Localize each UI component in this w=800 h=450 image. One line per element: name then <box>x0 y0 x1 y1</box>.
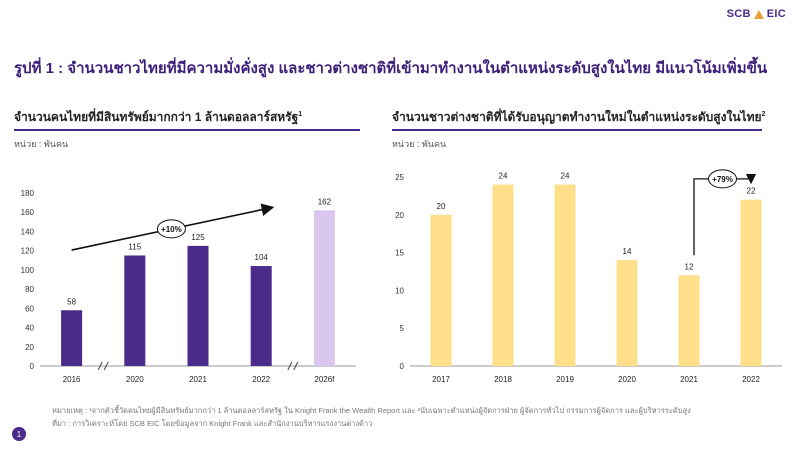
chart2-category-label: 2018 <box>494 375 512 384</box>
chart2-bar <box>430 214 452 366</box>
chart1-bar <box>187 245 209 366</box>
chart2-bar <box>554 184 576 366</box>
chart2-data-label: 24 <box>499 172 508 181</box>
chart2-category-label: 2021 <box>680 375 698 384</box>
chart1-category-label: 2021 <box>189 375 207 384</box>
chart2-ytick-label: 10 <box>395 286 404 295</box>
chart1-bar <box>124 255 146 366</box>
chart1-axis-break <box>287 361 293 371</box>
chart1-ytick-label: 100 <box>21 266 35 275</box>
chart2-annotation-badge <box>708 169 737 189</box>
chart1-axis-break <box>103 361 109 371</box>
chart1-data-label: 125 <box>191 233 205 242</box>
chart1-category-label: 2016 <box>63 375 81 384</box>
source-line: ที่มา : การวิเคราะห์โดย SCB EIC โดยข้อมู… <box>52 419 373 428</box>
chart1-category-label: 2020 <box>126 375 144 384</box>
brand-suffix: EIC <box>766 8 786 20</box>
chart2-ytick-label: 15 <box>395 249 404 258</box>
chart1-bar <box>250 266 272 366</box>
chart1-data-label: 115 <box>128 242 141 251</box>
brand-name: SCB <box>726 8 751 20</box>
chart1-bar <box>61 310 83 366</box>
chart1-data-label: 104 <box>255 253 269 262</box>
chart1-category-label: 2026f <box>314 375 335 384</box>
chart1-title-sup: 1 <box>298 111 303 118</box>
chart2-category-label: 2022 <box>742 375 760 384</box>
chart1-ytick-label: 120 <box>21 247 35 256</box>
chart1-axis-break <box>97 361 103 371</box>
chart1-ytick-label: 60 <box>25 304 34 313</box>
chart2-data-label: 22 <box>747 187 756 196</box>
chart2-ytick-label: 25 <box>395 173 404 182</box>
chart2-data-label: 14 <box>623 247 632 256</box>
chart2-data-label: 12 <box>685 262 694 271</box>
chart2-title-text: จำนวนชาวต่างชาติที่ได้รับอนุญาตทำงานใหม่… <box>392 110 762 124</box>
chart2-bar <box>678 275 700 366</box>
brand-logo: SCB EIC <box>727 8 786 20</box>
chart1-title: จำนวนคนไทยที่มีสินทรัพย์มากกว่า 1 ล้านดอ… <box>14 108 302 127</box>
chart1-ytick-label: 80 <box>25 285 34 294</box>
chart2-category-label: 2017 <box>432 375 450 384</box>
chart1-ytick-label: 140 <box>21 227 35 236</box>
chart2-ytick-label: 20 <box>395 211 404 220</box>
chart1-bar <box>313 210 335 366</box>
chart2-category-label: 2019 <box>556 375 574 384</box>
chart1-ytick-label: 160 <box>21 208 35 217</box>
note-line: หมายเหตุ : ¹จากตัวชี้วัดคนไทยผู้มีสินทรั… <box>52 406 691 415</box>
footnotes: หมายเหตุ : ¹จากตัวชี้วัดคนไทยผู้มีสินทรั… <box>52 404 691 430</box>
chart1-ytick-label: 20 <box>25 343 34 352</box>
chart1-category-label: 2022 <box>252 375 270 384</box>
chart2-title-underline <box>392 129 762 131</box>
chart2-bar <box>740 199 762 366</box>
chart2-category-label: 2020 <box>618 375 636 384</box>
chart2-ytick-label: 0 <box>400 362 405 371</box>
page-number-badge: 1 <box>12 427 26 441</box>
chart2-bar <box>492 184 514 366</box>
chart2-title-sup: 2 <box>761 111 766 118</box>
chart2-bar <box>616 260 638 366</box>
chart1-data-label: 58 <box>67 297 76 306</box>
chart1-axis-break <box>293 361 299 371</box>
chart1-title-underline <box>14 129 360 131</box>
chart1-data-label: 162 <box>318 197 332 206</box>
brand-triangle-icon <box>753 9 764 19</box>
chart1-annotation-label: +10% <box>161 225 182 234</box>
chart2-data-label: 20 <box>437 202 446 211</box>
chart2-data-label: 24 <box>561 172 570 181</box>
chart1-title-text: จำนวนคนไทยที่มีสินทรัพย์มากกว่า 1 ล้านดอ… <box>14 110 299 124</box>
chart2-annotation-label: +79% <box>712 175 733 184</box>
chart1-ytick-label: 40 <box>25 324 34 333</box>
chart1-ytick-label: 0 <box>30 362 35 371</box>
chart1-ytick-label: 180 <box>21 189 35 198</box>
chart2-title: จำนวนชาวต่างชาติที่ได้รับอนุญาตทำงานใหม่… <box>392 108 765 127</box>
figure-title: รูปที่ 1 : จำนวนชาวไทยที่มีความมั่งคั่งส… <box>14 60 768 77</box>
chart2-unit: หน่วย : พันคน <box>392 139 447 149</box>
chart2-ytick-label: 5 <box>400 324 405 333</box>
chart1-annotation-badge <box>156 219 186 239</box>
chart1-unit: หน่วย : พันคน <box>14 139 69 149</box>
